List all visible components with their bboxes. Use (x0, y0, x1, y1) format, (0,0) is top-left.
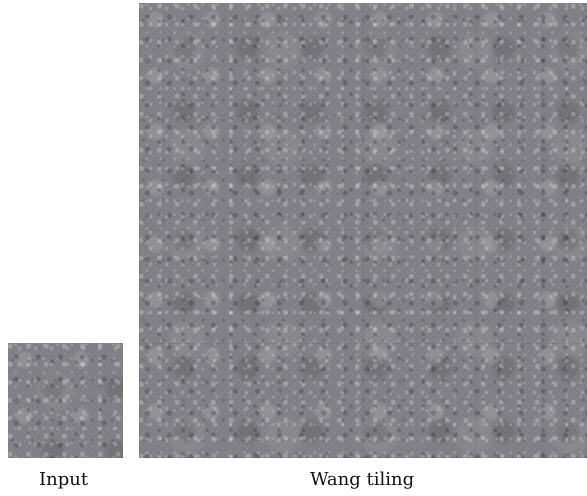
input-texture-image (8, 343, 123, 458)
wang-tiling-caption: Wang tiling (310, 469, 415, 490)
wang-tiling-image (139, 3, 587, 458)
input-caption: Input (39, 469, 89, 490)
